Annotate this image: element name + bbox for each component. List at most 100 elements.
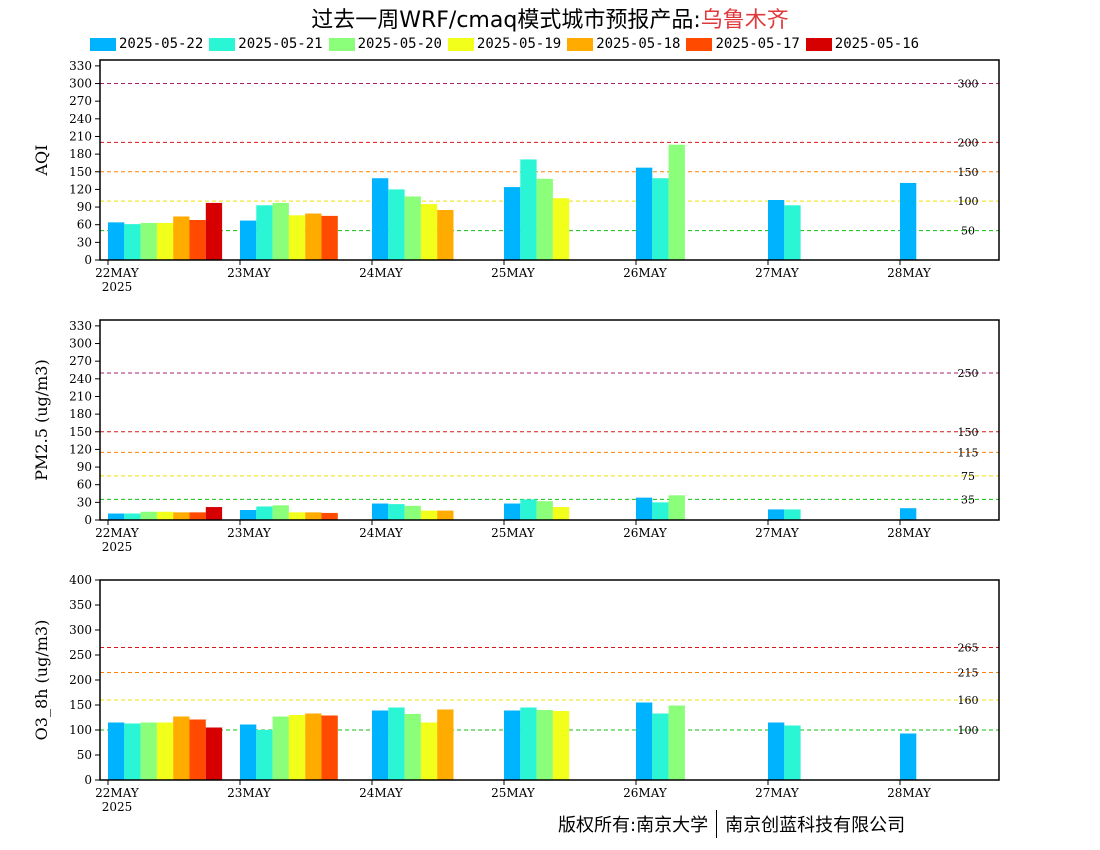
y-tick-label: 270: [69, 354, 92, 368]
bar: [552, 198, 570, 260]
reference-line-label: 100: [958, 195, 979, 208]
x-tick-label: 24MAY: [359, 266, 404, 280]
x-tick-label: 25MAY: [491, 786, 536, 800]
bar: [156, 222, 174, 260]
chart-title: 过去一周WRF/cmaq模式城市预报产品:乌鲁木齐: [0, 2, 1100, 34]
year-label: 2025: [102, 800, 133, 814]
bar: [652, 178, 669, 260]
y-tick-label: 0: [84, 513, 92, 527]
legend-item: 2025-05-22: [90, 35, 203, 53]
legend-swatch: [447, 37, 474, 51]
bar: [173, 716, 190, 780]
bar: [205, 202, 223, 260]
bar: [321, 215, 338, 260]
legend-swatch: [686, 37, 713, 51]
bar: [124, 723, 141, 780]
bar: [288, 715, 306, 780]
bar: [504, 187, 521, 260]
bar: [108, 722, 125, 780]
y-tick-label: 210: [69, 389, 92, 403]
y-tick-label: 400: [69, 573, 92, 587]
bar: [173, 512, 190, 520]
plot-frame: [99, 59, 1000, 261]
bar: [536, 710, 553, 780]
bar: [156, 722, 174, 780]
x-tick-label: 22MAY: [95, 526, 140, 540]
chart-panel-1: 250 150 115 75 35 0 30 60 90 120 150 180 210 240 270 30…: [32, 319, 1000, 554]
x-tick-label: 25MAY: [491, 526, 536, 540]
bar: [124, 224, 141, 260]
title-prefix: 过去一周WRF/cmaq模式城市预报产品:: [311, 8, 701, 33]
bar: [205, 727, 223, 780]
y-tick-label: 150: [69, 425, 92, 439]
y-tick-label: 330: [69, 59, 92, 73]
bar: [504, 710, 521, 780]
bar: [768, 200, 785, 260]
legend-label: 2025-05-18: [596, 36, 681, 52]
bar: [420, 510, 438, 520]
bar: [668, 495, 685, 520]
reference-line-label: 250: [958, 367, 979, 380]
year-label: 2025: [102, 540, 133, 554]
reference-line-label: 100: [958, 724, 979, 737]
bar: [173, 216, 190, 260]
bar: [652, 502, 669, 520]
bar: [240, 510, 257, 520]
y-tick-label: 30: [77, 235, 92, 249]
bar: [156, 511, 174, 520]
bar: [536, 501, 553, 520]
bar: [668, 144, 685, 260]
y-tick-label: 0: [84, 253, 92, 267]
bar: [636, 497, 653, 520]
reference-line-label: 115: [958, 446, 979, 459]
bar: [900, 733, 917, 780]
bar: [636, 167, 653, 260]
x-tick-label: 22MAY: [95, 786, 140, 800]
legend-label: 2025-05-22: [119, 36, 204, 52]
legend-label: 2025-05-20: [357, 36, 442, 52]
reference-line-label: 150: [958, 166, 979, 179]
bar: [437, 510, 454, 520]
bar: [388, 707, 405, 780]
x-tick-label: 23MAY: [227, 266, 272, 280]
chart-panel-2: 265 215 160 100 0 50 100 150 200 250 300 350 400 22MA…: [32, 573, 1000, 814]
title-city: 乌鲁木齐: [700, 8, 789, 33]
bar: [189, 512, 206, 520]
reference-line-label: 160: [958, 694, 979, 707]
bar: [784, 725, 801, 780]
y-tick-label: 350: [69, 598, 92, 612]
y-tick-label: 50: [77, 748, 92, 762]
bar: [668, 705, 685, 780]
y-tick-label: 240: [69, 112, 92, 126]
bar: [372, 178, 389, 260]
legend-item: 2025-05-19: [447, 35, 561, 53]
y-axis-label: AQI: [32, 145, 51, 177]
bar: [372, 503, 389, 520]
y-tick-label: 300: [69, 623, 92, 637]
bar: [636, 702, 653, 780]
bar: [404, 714, 421, 780]
x-tick-label: 26MAY: [623, 786, 668, 800]
x-tick-label: 22MAY: [95, 266, 140, 280]
bar: [504, 503, 521, 520]
bar: [108, 513, 125, 520]
x-tick-label: 28MAY: [887, 786, 932, 800]
y-tick-label: 210: [69, 129, 92, 143]
bar: [768, 509, 785, 520]
legend-label: 2025-05-17: [715, 36, 800, 52]
bar: [272, 716, 289, 780]
x-tick-label: 28MAY: [887, 526, 932, 540]
x-tick-label: 26MAY: [623, 266, 668, 280]
bar: [437, 210, 454, 260]
y-tick-label: 30: [77, 495, 92, 509]
bar: [437, 709, 454, 780]
y-tick-label: 120: [69, 442, 92, 456]
bar: [321, 512, 338, 520]
bar: [520, 707, 537, 780]
y-tick-label: 240: [69, 372, 92, 386]
bar: [900, 182, 917, 260]
reference-line-label: 215: [958, 667, 979, 680]
x-tick-label: 26MAY: [623, 526, 668, 540]
copyright-footer: 版权所有:南京大学 南京创蓝科技有限公司: [558, 810, 905, 838]
y-tick-label: 180: [69, 147, 92, 161]
